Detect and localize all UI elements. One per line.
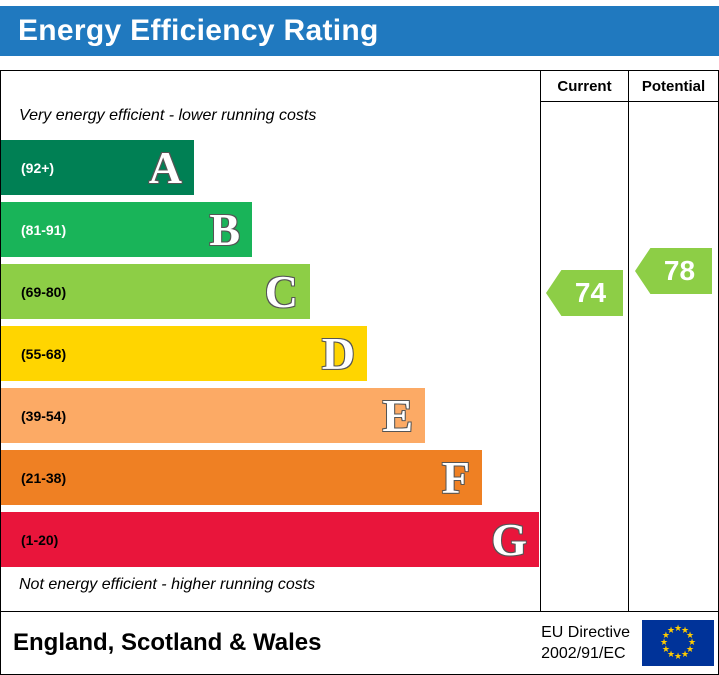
chart-title-banner: Energy Efficiency Rating [0, 6, 719, 56]
band-range-label: (1-20) [21, 531, 59, 548]
svg-text:★: ★ [662, 631, 670, 641]
band-row-e: (39-54) E [1, 388, 425, 443]
band-letter: F [441, 451, 470, 503]
potential-rating-value: 78 [663, 255, 696, 286]
svg-text:★: ★ [688, 638, 696, 648]
band-letter: G [491, 513, 527, 565]
potential-column: Potential 78 [628, 71, 718, 612]
potential-rating-arrow: 78 [635, 248, 712, 294]
potential-column-header: Potential [629, 71, 718, 102]
svg-text:★: ★ [686, 645, 694, 655]
eu-directive-label: EU Directive 2002/91/EC [541, 622, 630, 664]
band-range-label: (21-38) [21, 469, 67, 486]
svg-text:★: ★ [667, 650, 675, 660]
svg-text:★: ★ [667, 626, 675, 636]
band-range-label: (55-68) [21, 345, 67, 362]
band-letter: D [321, 327, 355, 379]
band-row-g: (1-20) G [1, 512, 539, 567]
bands-chart-area: Very energy efficient - lower running co… [1, 71, 540, 612]
band-range-label: (39-54) [21, 407, 67, 424]
eu-directive-line2: 2002/91/EC [541, 645, 626, 662]
rating-table-body: Very energy efficient - lower running co… [1, 71, 718, 612]
band-range-label: (81-91) [21, 221, 67, 238]
svg-text:★: ★ [681, 626, 689, 636]
current-rating-arrow: 74 [546, 270, 623, 316]
band-row-a: (92+) A [1, 140, 194, 195]
current-rating-value: 74 [574, 277, 607, 308]
band-letter: E [382, 389, 413, 441]
svg-text:★: ★ [674, 624, 682, 634]
band-row-c: (69-80) C [1, 264, 310, 319]
svg-text:★: ★ [662, 645, 670, 655]
band-row-d: (55-68) D [1, 326, 367, 381]
current-column: Current 74 [540, 71, 628, 612]
rating-table: Very energy efficient - lower running co… [0, 70, 719, 675]
eu-flag-icon: ★ ★ ★ ★ ★ ★ ★ ★ ★ ★ ★ ★ [642, 620, 714, 666]
svg-text:★: ★ [686, 631, 694, 641]
band-letter: B [209, 203, 240, 255]
page-title: Energy Efficiency Rating [18, 14, 379, 47]
svg-text:★: ★ [660, 638, 668, 648]
band-row-f: (21-38) F [1, 450, 482, 505]
svg-text:★: ★ [674, 652, 682, 662]
eu-directive-line1: EU Directive [541, 624, 630, 641]
band-range-label: (69-80) [21, 283, 67, 300]
bottom-caption: Not energy efficient - higher running co… [19, 576, 316, 593]
svg-text:★: ★ [681, 650, 689, 660]
band-row-b: (81-91) B [1, 202, 252, 257]
top-caption: Very energy efficient - lower running co… [19, 107, 317, 124]
table-footer: England, Scotland & Wales EU Directive 2… [1, 611, 718, 674]
bands-list: (92+) A (81-91) B (69-80) C (55-68) D [1, 140, 540, 574]
band-letter: A [148, 141, 182, 193]
current-column-header: Current [541, 71, 628, 102]
band-range-label: (92+) [21, 159, 55, 176]
region-label: England, Scotland & Wales [13, 629, 322, 656]
band-letter: C [264, 265, 298, 317]
